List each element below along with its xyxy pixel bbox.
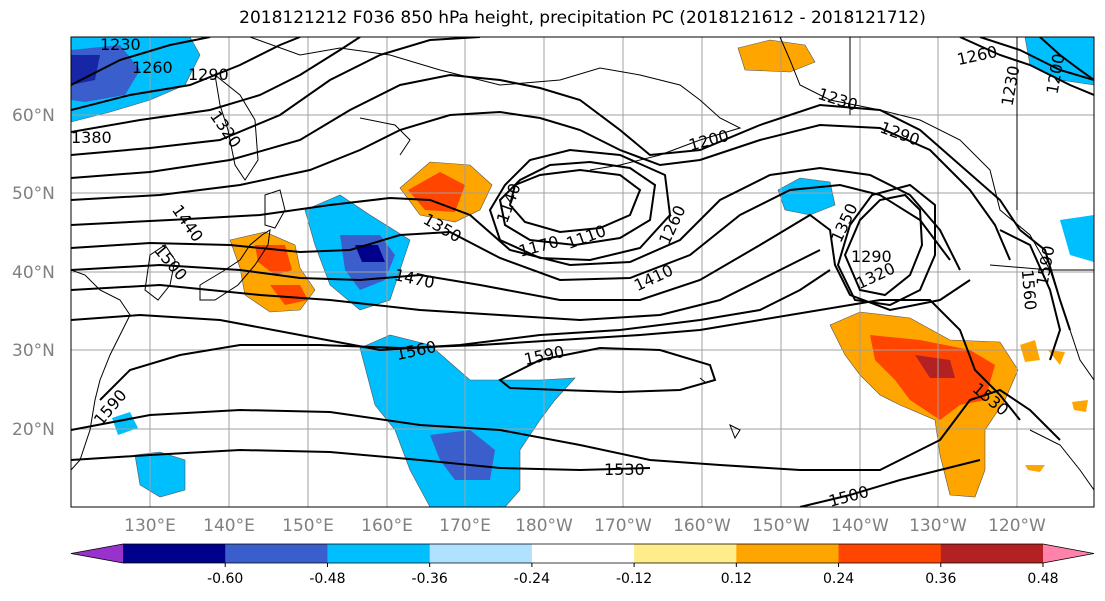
- colorbar-box: [634, 544, 737, 563]
- colorbar-box: [123, 544, 226, 563]
- lat-label: 40°N: [12, 263, 55, 283]
- colorbar-outline: [70, 543, 1095, 564]
- colorbar-box: [327, 544, 431, 563]
- colorbar-tick-label: 0.36: [925, 571, 956, 587]
- lat-label: 60°N: [12, 106, 55, 126]
- colorbar-box: [736, 544, 840, 563]
- contour-label: 1110: [564, 221, 609, 253]
- colorbar-box: [940, 544, 1044, 563]
- colorbar-tick-label: -0.48: [309, 571, 345, 587]
- colorbar-box: [429, 544, 533, 563]
- contour-label: 1290: [851, 247, 892, 266]
- contour-label: 1290: [878, 118, 923, 150]
- colorbar-tick-label: -0.24: [514, 571, 550, 587]
- lon-label: 150°W: [752, 516, 810, 536]
- contour-label: 1320: [206, 107, 245, 151]
- lon-label: 130°E: [124, 516, 176, 536]
- lat-label: 30°N: [12, 341, 55, 361]
- contour-label: 1470: [392, 265, 436, 292]
- colorbar-tick-label: 0.24: [823, 571, 854, 587]
- map-title: 2018121212 F036 850 hPa height, precipit…: [239, 8, 926, 28]
- contour-label: 1230: [998, 64, 1024, 107]
- contour-label: 1260: [955, 42, 999, 69]
- contour-label: 1230: [815, 84, 860, 115]
- lon-label: 180°W: [515, 516, 573, 536]
- contour-label: 1140: [493, 181, 525, 226]
- lon-label: 120°W: [988, 516, 1046, 536]
- lat-label: 50°N: [12, 184, 55, 204]
- lon-label: 130°W: [909, 516, 967, 536]
- lon-label: 140°E: [203, 516, 255, 536]
- lon-label: 140°W: [831, 516, 889, 536]
- longitude-labels: 130°E 140°E 150°E 160°E 170°E 180°W 170°…: [124, 516, 1046, 536]
- colorbar-extend-high: [1043, 544, 1094, 563]
- contour-label: 1590: [522, 342, 566, 369]
- contour-label: 1260: [132, 58, 173, 77]
- contour-label: 1560: [1018, 269, 1040, 311]
- colorbar-extend-low: [71, 544, 123, 563]
- lon-label: 150°E: [282, 516, 334, 536]
- colorbar-tick-label: -0.36: [412, 571, 448, 587]
- colorbar-tick-label: 0.12: [721, 571, 752, 587]
- graticule: [71, 37, 1094, 507]
- contour-label: 1380: [71, 128, 112, 147]
- latitude-labels: 60°N 50°N 40°N 30°N 20°N: [12, 106, 55, 440]
- contour-label: 1530: [604, 460, 645, 479]
- colorbar-box: [225, 544, 328, 563]
- lon-label: 170°E: [439, 516, 491, 536]
- contour-label: 1230: [100, 35, 141, 54]
- contour-label: 1350: [827, 200, 861, 245]
- colorbar-box: [838, 544, 942, 563]
- lat-label: 20°N: [12, 420, 55, 440]
- lon-label: 160°W: [673, 516, 731, 536]
- colorbar-tick-label: -0.60: [207, 571, 243, 587]
- contour-label: 1500: [827, 482, 871, 511]
- colorbar: -0.60 -0.48 -0.36 -0.24 -0.12 0.12 0.24 0.36 0.4…: [70, 543, 1095, 587]
- lon-label: 170°W: [594, 516, 652, 536]
- map-frame: [70, 36, 1095, 508]
- contour-label: 1500: [150, 241, 191, 284]
- lon-label: 160°E: [361, 516, 413, 536]
- colorbar-tick-label: -0.12: [616, 571, 652, 587]
- colorbar-tick-label: 0.48: [1027, 571, 1058, 587]
- contour-label: 1290: [188, 65, 229, 84]
- contour-label: 1440: [168, 201, 207, 245]
- height-contours: [71, 37, 1094, 507]
- contour-label: 1200: [687, 126, 731, 155]
- colorbar-box: [531, 544, 635, 563]
